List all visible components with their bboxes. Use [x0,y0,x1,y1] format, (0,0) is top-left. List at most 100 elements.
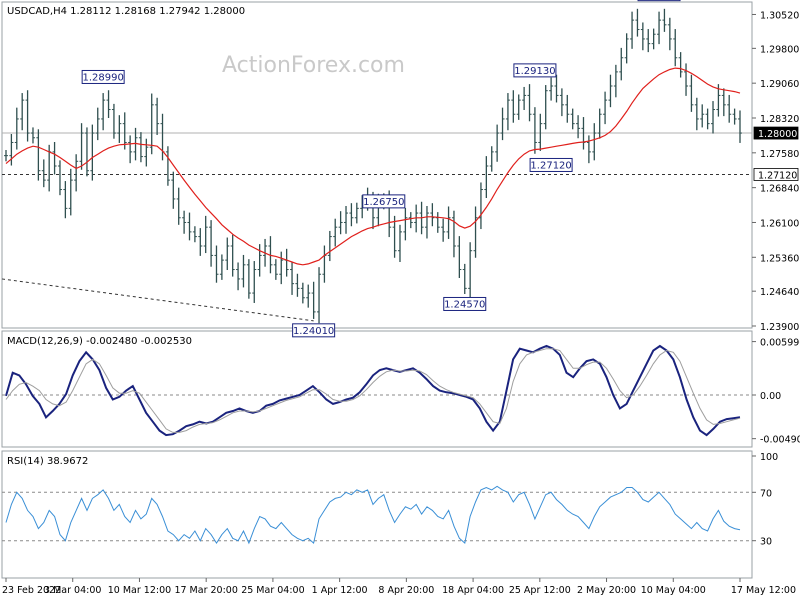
price-callout: 1.28990 [81,69,125,84]
price-bar [74,154,79,192]
price-bar [414,204,419,233]
price-bar [446,206,451,239]
price-tick-label: 1.26840 [760,184,799,195]
price-callout: 1.30750 [637,0,681,2]
price-bar [95,107,100,141]
price-bar [41,159,46,188]
price-bar [209,220,214,267]
price-bar [273,259,278,280]
price-bar [306,284,311,308]
moving-average-line [5,67,741,266]
price-callout: 1.24010 [292,323,336,338]
price-bar [597,108,602,139]
x-tick-label: 25 Mar 04:00 [241,585,304,596]
price-bar [68,168,73,216]
price-bar [651,28,656,50]
x-tick-label: 10 May 04:00 [641,585,706,596]
axis-layer: 1.30520 1.29800 1.29060 1.28320 1.28000 1.275… [2,10,800,596]
price-bar [30,127,35,144]
price-bar [122,112,127,150]
x-tick-label: 23 Feb 2022 [2,585,61,596]
price-tick-label: 1.28320 [760,114,799,125]
price-bar [570,108,575,130]
price-callout: 1.26750 [362,194,406,209]
price-bar [36,129,41,181]
price-bar [392,215,397,258]
price-bar [640,22,645,51]
price-bar [738,110,742,143]
price-bar [684,63,689,96]
price-bar [619,47,624,81]
price-bar [182,210,187,234]
price-bar [635,8,640,37]
price-bar [705,108,710,130]
price-callout-box [292,323,336,338]
price-bar [554,74,559,103]
price-bar [624,33,629,64]
price-bar [338,211,343,235]
x-tick-label: 3 Mar 04:00 [44,585,101,596]
price-tag-label: 1.28000 [758,129,797,140]
rsi-panel-frame [1,450,753,579]
macd-tick-label: 0.00 [760,391,781,402]
price-bar [451,210,456,258]
price-bar [511,90,516,123]
macd-header: MACD(12,26,9) -0.002480 -0.002530 [7,336,192,347]
price-bar [700,104,705,128]
price-bar [165,146,170,186]
price-bar [689,74,694,112]
symbol-header: USDCAD,H4 1.28112 1.28168 1.27942 1.2800… [7,6,245,17]
price-bar [214,245,219,283]
x-tick-label: 25 Apr 12:00 [509,585,571,596]
rsi-tick-label: 100 [760,452,778,463]
price-callout-label: 1.29130 [514,66,555,77]
price-bar [592,123,597,161]
price-bar [657,11,662,45]
price-bar [219,254,224,280]
price-callout-box [362,194,406,209]
price-bar [462,263,467,294]
rsi-layer [2,485,752,545]
price-bar [505,93,510,131]
macd-tick-label: 0.005996 [760,338,800,349]
price-callout: 1.27120 [529,157,573,172]
price-bar [397,224,402,262]
price-bar [257,244,262,277]
macd-panel-frame [1,330,753,448]
price-bar [52,142,57,175]
price-bar [241,254,246,288]
price-bar [268,236,273,274]
price-bar [673,29,678,67]
price-callout-box [637,0,681,2]
price-bar [630,11,635,49]
price-bar [344,206,349,234]
price-bar [430,203,435,227]
price-callout-label: 1.27120 [530,160,571,171]
rsi-tick-label: 30 [760,537,772,548]
macd-layer [2,344,752,437]
x-tick-label: 8 Apr 20:00 [378,585,434,596]
price-bar [246,259,251,299]
price-tag-box [753,168,799,181]
price-bar [527,84,532,122]
price-bar [84,127,89,177]
price-bar [171,171,176,209]
price-bar [522,86,527,110]
price-bar [300,282,305,304]
price-bar [538,113,543,151]
price-bar [468,242,473,299]
price-bar [516,94,521,120]
price-bar [354,202,359,224]
x-tick-label: 17 May 12:00 [731,585,796,596]
price-bar [225,237,230,270]
price-bar [79,123,84,170]
price-bar [111,103,116,139]
price-bar [279,251,284,285]
price-bar [608,74,613,108]
price-bar [317,267,322,324]
price-bar [727,94,732,123]
price-bar [489,146,494,172]
price-bar [155,97,160,135]
